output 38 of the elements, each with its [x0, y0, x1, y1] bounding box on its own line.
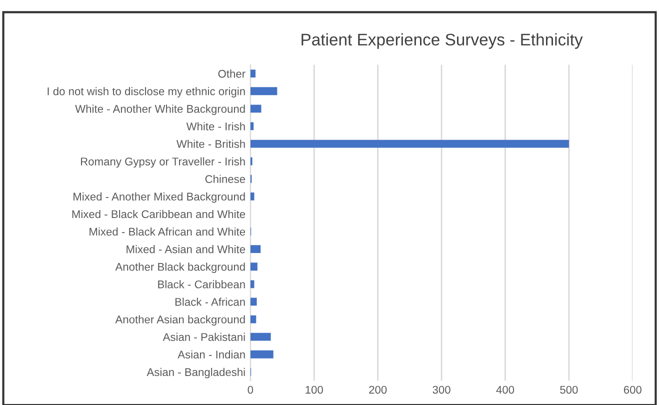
- y-tick-label: Black - African: [175, 298, 245, 306]
- bar: [250, 70, 256, 78]
- y-tick-label: Mixed - Asian and White: [126, 245, 246, 254]
- bar: [250, 332, 271, 341]
- y-tick-label: Mixed - Another Mixed Background: [74, 192, 245, 203]
- y-tick-label: White - Another White Background: [75, 104, 245, 116]
- bar: [250, 192, 254, 200]
- y-tick-label: White - Irish: [186, 122, 245, 130]
- y-tick-label: Asian - Bangladeshi: [146, 368, 245, 378]
- bar: [250, 280, 254, 288]
- y-tick-label: Romany Gypsy or Traveller - Irish: [81, 157, 245, 168]
- bar: [250, 298, 257, 306]
- bar: [250, 104, 262, 113]
- bar: [250, 350, 274, 358]
- y-tick-label: Chinese: [205, 174, 246, 184]
- y-tick-label: Mixed - Black Caribbean and White: [72, 210, 246, 218]
- x-tick-label: 500: [560, 386, 578, 394]
- y-tick-label: Asian - Indian: [178, 350, 245, 359]
- y-tick-label: Another Black background: [115, 262, 245, 273]
- x-tick-label: 100: [306, 386, 323, 394]
- x-tick-label: 300: [432, 386, 450, 394]
- y-tick-label: Asian - Pakistani: [162, 332, 245, 341]
- bar: [250, 245, 261, 254]
- x-tick-label: 200: [369, 386, 387, 394]
- bar: [250, 140, 569, 148]
- y-tick-label: Other: [218, 70, 246, 78]
- bar: [250, 262, 258, 271]
- bar: [250, 87, 278, 96]
- y-tick-label: Black - Caribbean: [158, 280, 245, 288]
- x-tick-label: 600: [624, 386, 642, 394]
- bar: [250, 315, 256, 324]
- y-tick-label: Another Asian background: [115, 315, 245, 326]
- y-tick-label: White - British: [176, 140, 245, 148]
- chart-title: Patient Experience Surveys - Ethnicity: [302, 33, 583, 49]
- x-tick-label: 400: [496, 386, 514, 394]
- y-tick-label: I do not wish to disclose my ethnic origin: [48, 87, 245, 98]
- x-tick-label: 0: [248, 386, 254, 394]
- y-tick-label: Mixed - Black African and White: [90, 228, 246, 236]
